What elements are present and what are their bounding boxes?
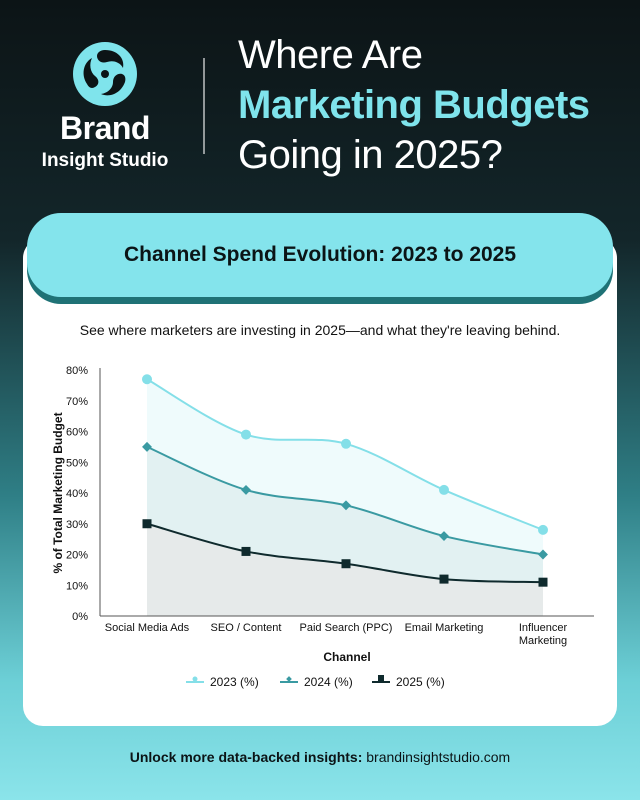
brand-subtitle: Insight Studio bbox=[41, 150, 169, 171]
y-tick-label: 60% bbox=[66, 427, 88, 439]
area-fill-2 bbox=[147, 523, 543, 616]
header-divider bbox=[203, 58, 205, 154]
brand-name: Brand bbox=[60, 110, 150, 146]
y-axis-title: % of Total Marketing Budget bbox=[51, 412, 65, 573]
footer-link[interactable]: brandinsightstudio.com bbox=[366, 749, 511, 765]
legend-label: 2023 (%) bbox=[210, 675, 259, 689]
data-point-2023 bbox=[538, 524, 548, 535]
data-point-2023 bbox=[341, 438, 351, 449]
data-point-2024 bbox=[538, 549, 548, 560]
headline-line-3: Going in 2025? bbox=[238, 133, 503, 177]
headline-line-2: Marketing Budgets bbox=[238, 83, 590, 127]
y-tick-label: 20% bbox=[66, 550, 88, 562]
x-tick-label: Influencer Marketing bbox=[519, 622, 568, 647]
x-tick-label: Paid Search (PPC) bbox=[300, 622, 393, 634]
header: Brand Insight Studio Where Are Marketing… bbox=[0, 0, 640, 210]
footer-bold-text: Unlock more data-backed insights: bbox=[129, 749, 363, 765]
data-point-2025 bbox=[439, 574, 449, 584]
data-point-2024 bbox=[241, 484, 251, 495]
data-point-2023 bbox=[241, 429, 251, 440]
data-point-2024 bbox=[142, 441, 152, 452]
legend-label: 2024 (%) bbox=[304, 675, 353, 689]
data-point-2025 bbox=[241, 546, 251, 556]
data-point-2024 bbox=[341, 500, 351, 511]
data-point-2025 bbox=[538, 577, 548, 587]
footer: Unlock more data-backed insights: brandi… bbox=[0, 749, 640, 765]
data-point-2025 bbox=[341, 559, 351, 569]
data-point-2023 bbox=[142, 374, 152, 385]
legend-marker-2023 bbox=[192, 676, 198, 682]
data-point-2024 bbox=[439, 531, 449, 541]
y-tick-label: 30% bbox=[66, 519, 88, 531]
y-tick-label: 0% bbox=[72, 611, 88, 623]
x-tick-label: Email Marketing bbox=[405, 622, 484, 634]
y-tick-label: 70% bbox=[66, 396, 88, 408]
chart-subtitle: See where marketers are investing in 202… bbox=[79, 322, 561, 338]
legend-marker-2024 bbox=[286, 676, 292, 682]
data-point-2023 bbox=[439, 484, 449, 495]
chart-title-banner: Channel Spend Evolution: 2023 to 2025 bbox=[27, 213, 613, 297]
chart-title: Channel Spend Evolution: 2023 to 2025 bbox=[123, 243, 517, 266]
data-point-2025 bbox=[142, 519, 152, 529]
swirl-logo-icon bbox=[73, 42, 137, 106]
x-axis-title: Channel bbox=[323, 650, 370, 664]
headline-line-1: Where Are bbox=[238, 33, 423, 77]
y-tick-label: 50% bbox=[66, 457, 88, 469]
legend-label: 2025 (%) bbox=[396, 675, 445, 689]
y-tick-label: 80% bbox=[66, 365, 88, 377]
x-tick-label: Social Media Ads bbox=[105, 622, 190, 634]
y-tick-label: 40% bbox=[66, 488, 88, 500]
headline: Where Are Marketing Budgets Going in 202… bbox=[238, 30, 628, 180]
x-tick-label: SEO / Content bbox=[211, 622, 282, 634]
legend-marker-2025 bbox=[378, 675, 384, 681]
y-tick-label: 10% bbox=[66, 580, 88, 592]
